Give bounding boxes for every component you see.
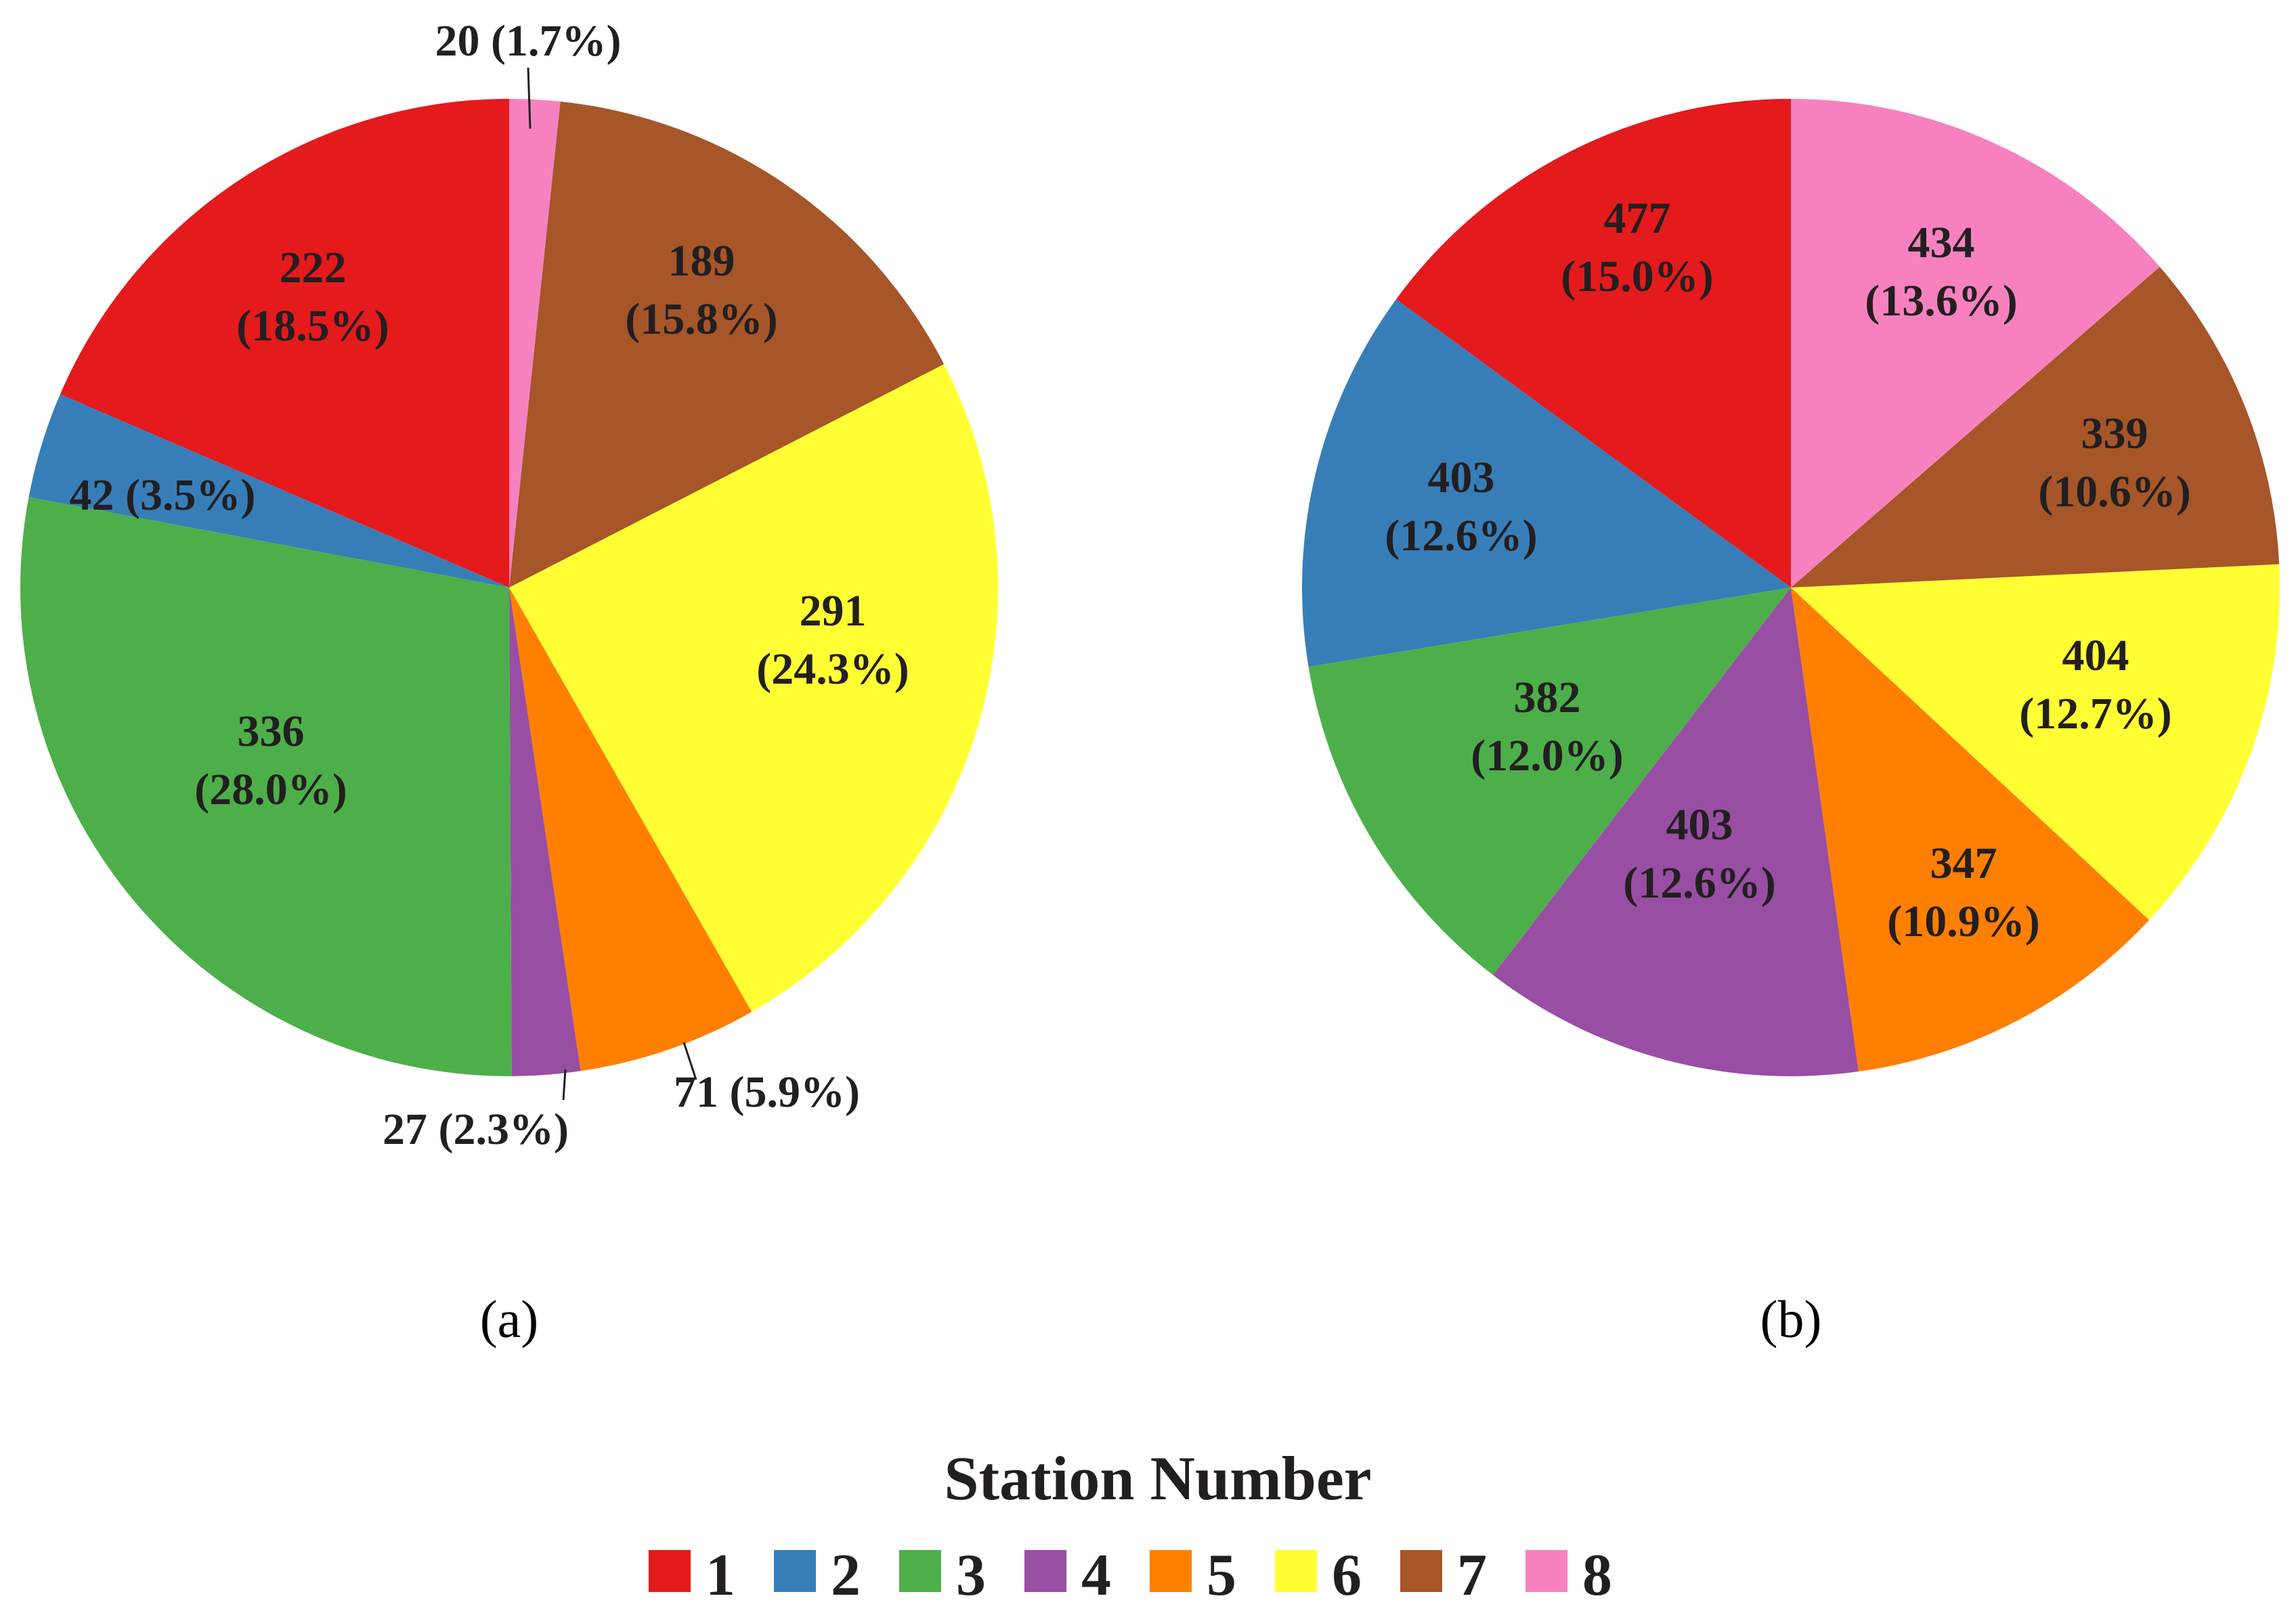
- legend-swatch-4: [1024, 1550, 1066, 1592]
- pie-b-label-station-5: 347 (10.9%): [1887, 839, 2039, 946]
- legend-swatch-3: [899, 1550, 941, 1592]
- panel-caption-a: (a): [480, 1289, 539, 1348]
- legend-swatch-1: [649, 1550, 691, 1592]
- pie-a-leader-line-5: [683, 1042, 697, 1080]
- legend: Station Number 1 2 3 4 5 6 7 8: [649, 1444, 1612, 1608]
- legend-label-5: 5: [1207, 1543, 1236, 1608]
- legend-label-1: 1: [706, 1543, 735, 1608]
- pie-chart-b: 477 (15.0%)403 (12.6%)382 (12.0%)403 (12.6%)…: [1302, 99, 2280, 1076]
- pie-a-label-station-5: 71 (5.9%): [674, 1067, 860, 1117]
- pie-b-slice-station-8: [1791, 99, 2160, 588]
- pie-a-slice-station-8: [509, 99, 561, 588]
- pie-a-leader-line-4: [562, 1069, 567, 1101]
- pie-b-slice-station-3: [1308, 588, 1791, 975]
- legend-label-6: 6: [1332, 1543, 1362, 1608]
- pie-a-slice-station-7: [509, 101, 945, 588]
- pie-b-slice-station-2: [1302, 299, 1791, 667]
- legend-label-8: 8: [1582, 1543, 1612, 1608]
- pie-b-slice-station-6: [1791, 564, 2280, 921]
- pie-b-label-station-4: 403 (12.6%): [1623, 800, 1775, 908]
- pie-b-label-station-6: 404 (12.7%): [2019, 631, 2171, 738]
- pie-a-leader-line-8: [527, 67, 532, 129]
- pie-b-label-station-1: 477 (15.0%): [1561, 194, 1713, 301]
- legend-swatch-2: [774, 1550, 816, 1592]
- legend-swatch-6: [1275, 1550, 1317, 1592]
- pie-a-label-station-2: 42 (3.5%): [70, 470, 256, 520]
- pie-b-slice-station-4: [1493, 588, 1859, 1076]
- pie-a-slice-station-3: [20, 497, 512, 1077]
- legend-items: 1 2 3 4 5 6 7 8: [649, 1543, 1612, 1608]
- legend-label-3: 3: [956, 1543, 986, 1608]
- pie-b-label-station-8: 434 (13.6%): [1865, 218, 2017, 326]
- panel-caption-b: (b): [1760, 1289, 1822, 1348]
- pie-chart-a: 222 (18.5%) 42 (3.5%) 336 (28.0%) 27 (2.3%) 71…: [20, 16, 998, 1154]
- pie-b-label-station-3: 382 (12.0%): [1471, 673, 1623, 780]
- pie-a-slice-station-2: [28, 394, 510, 588]
- pie-b-label-station-2: 403 (12.6%): [1385, 453, 1537, 560]
- pie-a-label-station-6: 291 (24.3%): [756, 586, 909, 694]
- pie-a-label-station-8: 20 (1.7%): [435, 16, 622, 66]
- legend-title: Station Number: [944, 1444, 1371, 1513]
- pie-b-slice-station-5: [1791, 588, 2150, 1072]
- pie-a-slice-station-1: [60, 99, 509, 588]
- pie-b-slice-station-7: [1791, 267, 2280, 588]
- pie-a-slice-station-5: [509, 588, 752, 1071]
- legend-swatch-8: [1525, 1550, 1567, 1592]
- pie-a-label-station-3: 336 (28.0%): [194, 707, 347, 814]
- pie-a-slice-station-6: [509, 364, 998, 1012]
- pie-a-slice-station-4: [509, 588, 581, 1076]
- pie-a-label-station-4: 27 (2.3%): [383, 1105, 569, 1154]
- pie-b-label-station-7: 339 (10.6%): [2038, 409, 2190, 516]
- pie-a-label-station-1: 222 (18.5%): [236, 243, 389, 351]
- pie-b-slice-station-1: [1396, 99, 1791, 588]
- pie-a-label-station-7: 189 (15.8%): [625, 236, 777, 344]
- legend-label-2: 2: [831, 1543, 861, 1608]
- legend-swatch-7: [1400, 1550, 1442, 1592]
- legend-label-7: 7: [1457, 1543, 1487, 1608]
- legend-swatch-5: [1150, 1550, 1192, 1592]
- legend-label-4: 4: [1081, 1543, 1111, 1608]
